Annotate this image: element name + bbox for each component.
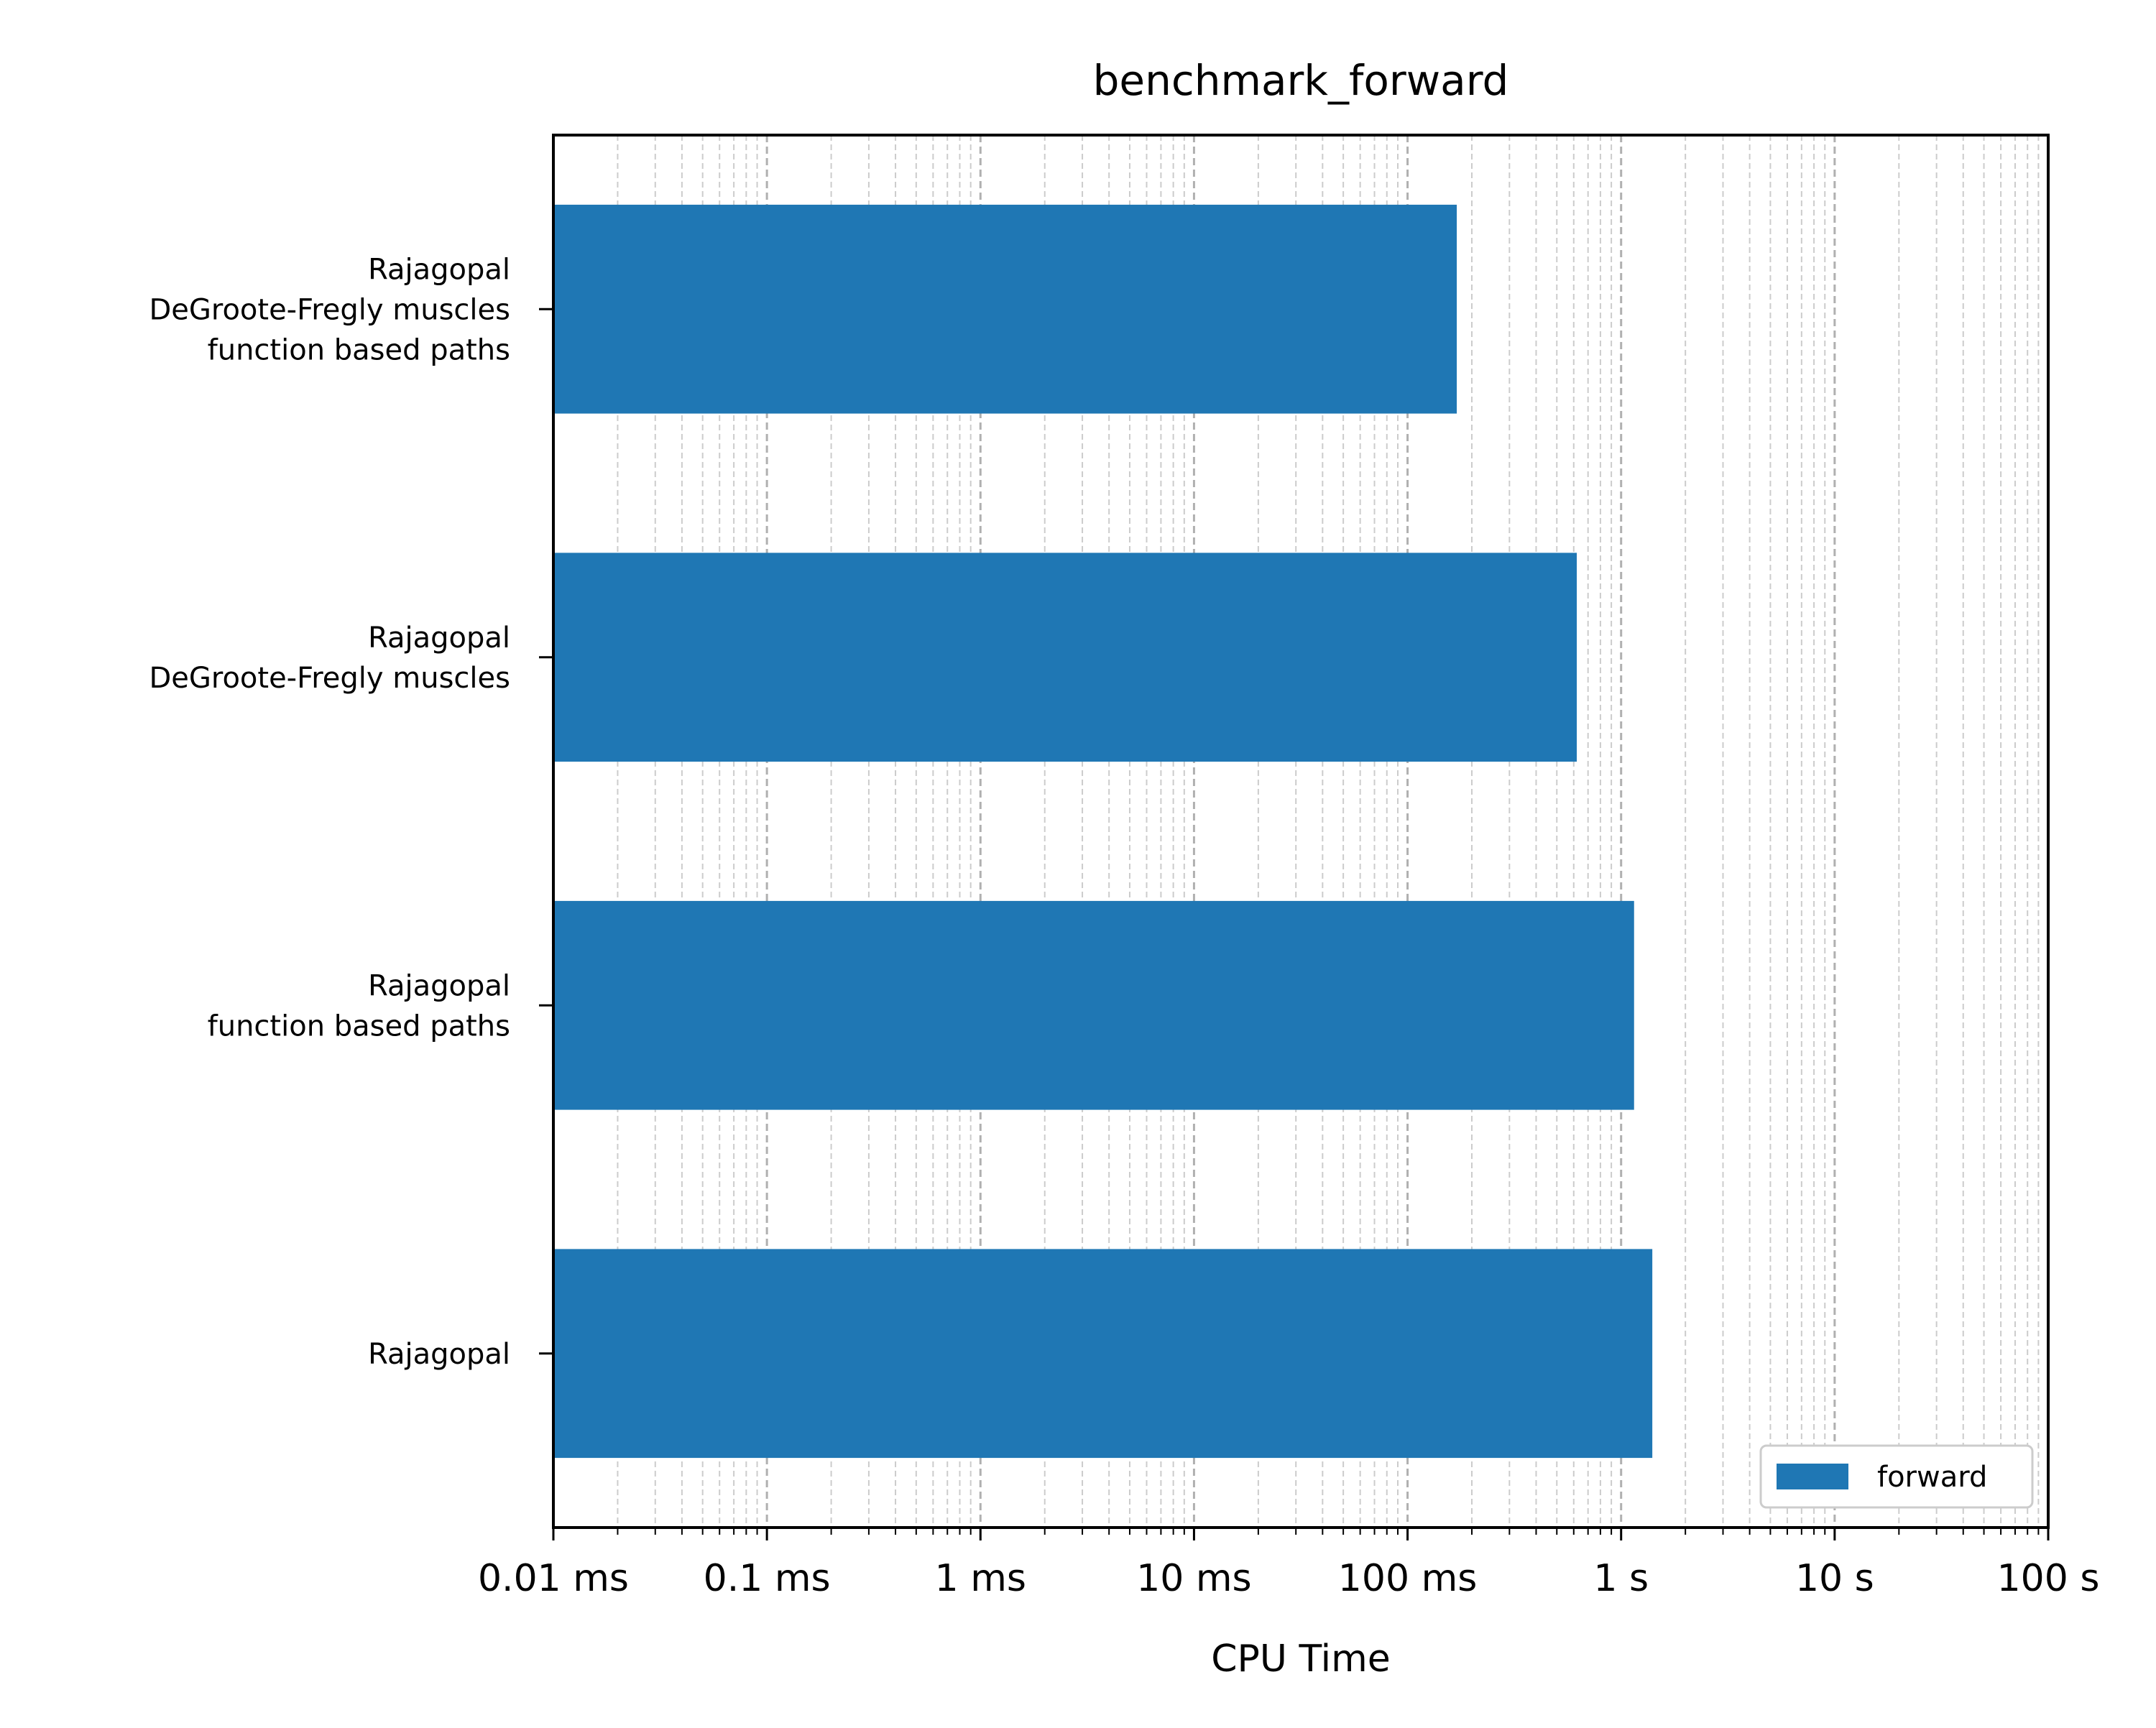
x-tick-label: 100 ms <box>1338 1557 1478 1600</box>
x-tick-label: 1 s <box>1593 1557 1649 1600</box>
bars <box>553 204 1653 1459</box>
legend-swatch <box>1777 1464 1848 1489</box>
legend-label: forward <box>1877 1461 1987 1494</box>
x-tick-label: 10 s <box>1795 1557 1874 1600</box>
y-tick-label: DeGroote-Fregly muscles <box>149 662 510 695</box>
x-axis-label: CPU Time <box>1211 1637 1391 1681</box>
bar <box>553 1249 1653 1459</box>
x-tick-label: 1 ms <box>935 1557 1026 1600</box>
y-tick-label: DeGroote-Fregly muscles <box>149 293 510 326</box>
x-axis: 0.01 ms 0.1 ms 1 ms 10 ms 100 ms 1 s 10 s 100 s <box>478 1528 2099 1600</box>
y-tick-label: Rajagopal <box>368 969 510 1002</box>
y-tick-label: function based paths <box>208 1009 510 1043</box>
bar <box>553 900 1634 1110</box>
bar <box>553 553 1577 762</box>
legend-box <box>1759 1444 2034 1509</box>
plot-frame <box>552 134 2050 1529</box>
y-tick-label: Rajagopal <box>368 1338 510 1371</box>
bar <box>553 204 1457 414</box>
y-tick-label: function based paths <box>208 333 510 366</box>
chart-title: benchmark_forward <box>1093 56 1509 105</box>
legend: forward <box>1759 1444 2034 1509</box>
y-tick-label: Rajagopal <box>368 253 510 286</box>
y-axis: Rajagopal DeGroote-Fregly muscles function… <box>149 253 553 1371</box>
x-tick-label: 0.1 ms <box>704 1557 831 1600</box>
x-tick-label: 10 ms <box>1136 1557 1251 1600</box>
x-tick-label: 0.01 ms <box>478 1557 629 1600</box>
y-tick-label: Rajagopal <box>368 622 510 655</box>
x-tick-label: 100 s <box>1997 1557 2100 1600</box>
